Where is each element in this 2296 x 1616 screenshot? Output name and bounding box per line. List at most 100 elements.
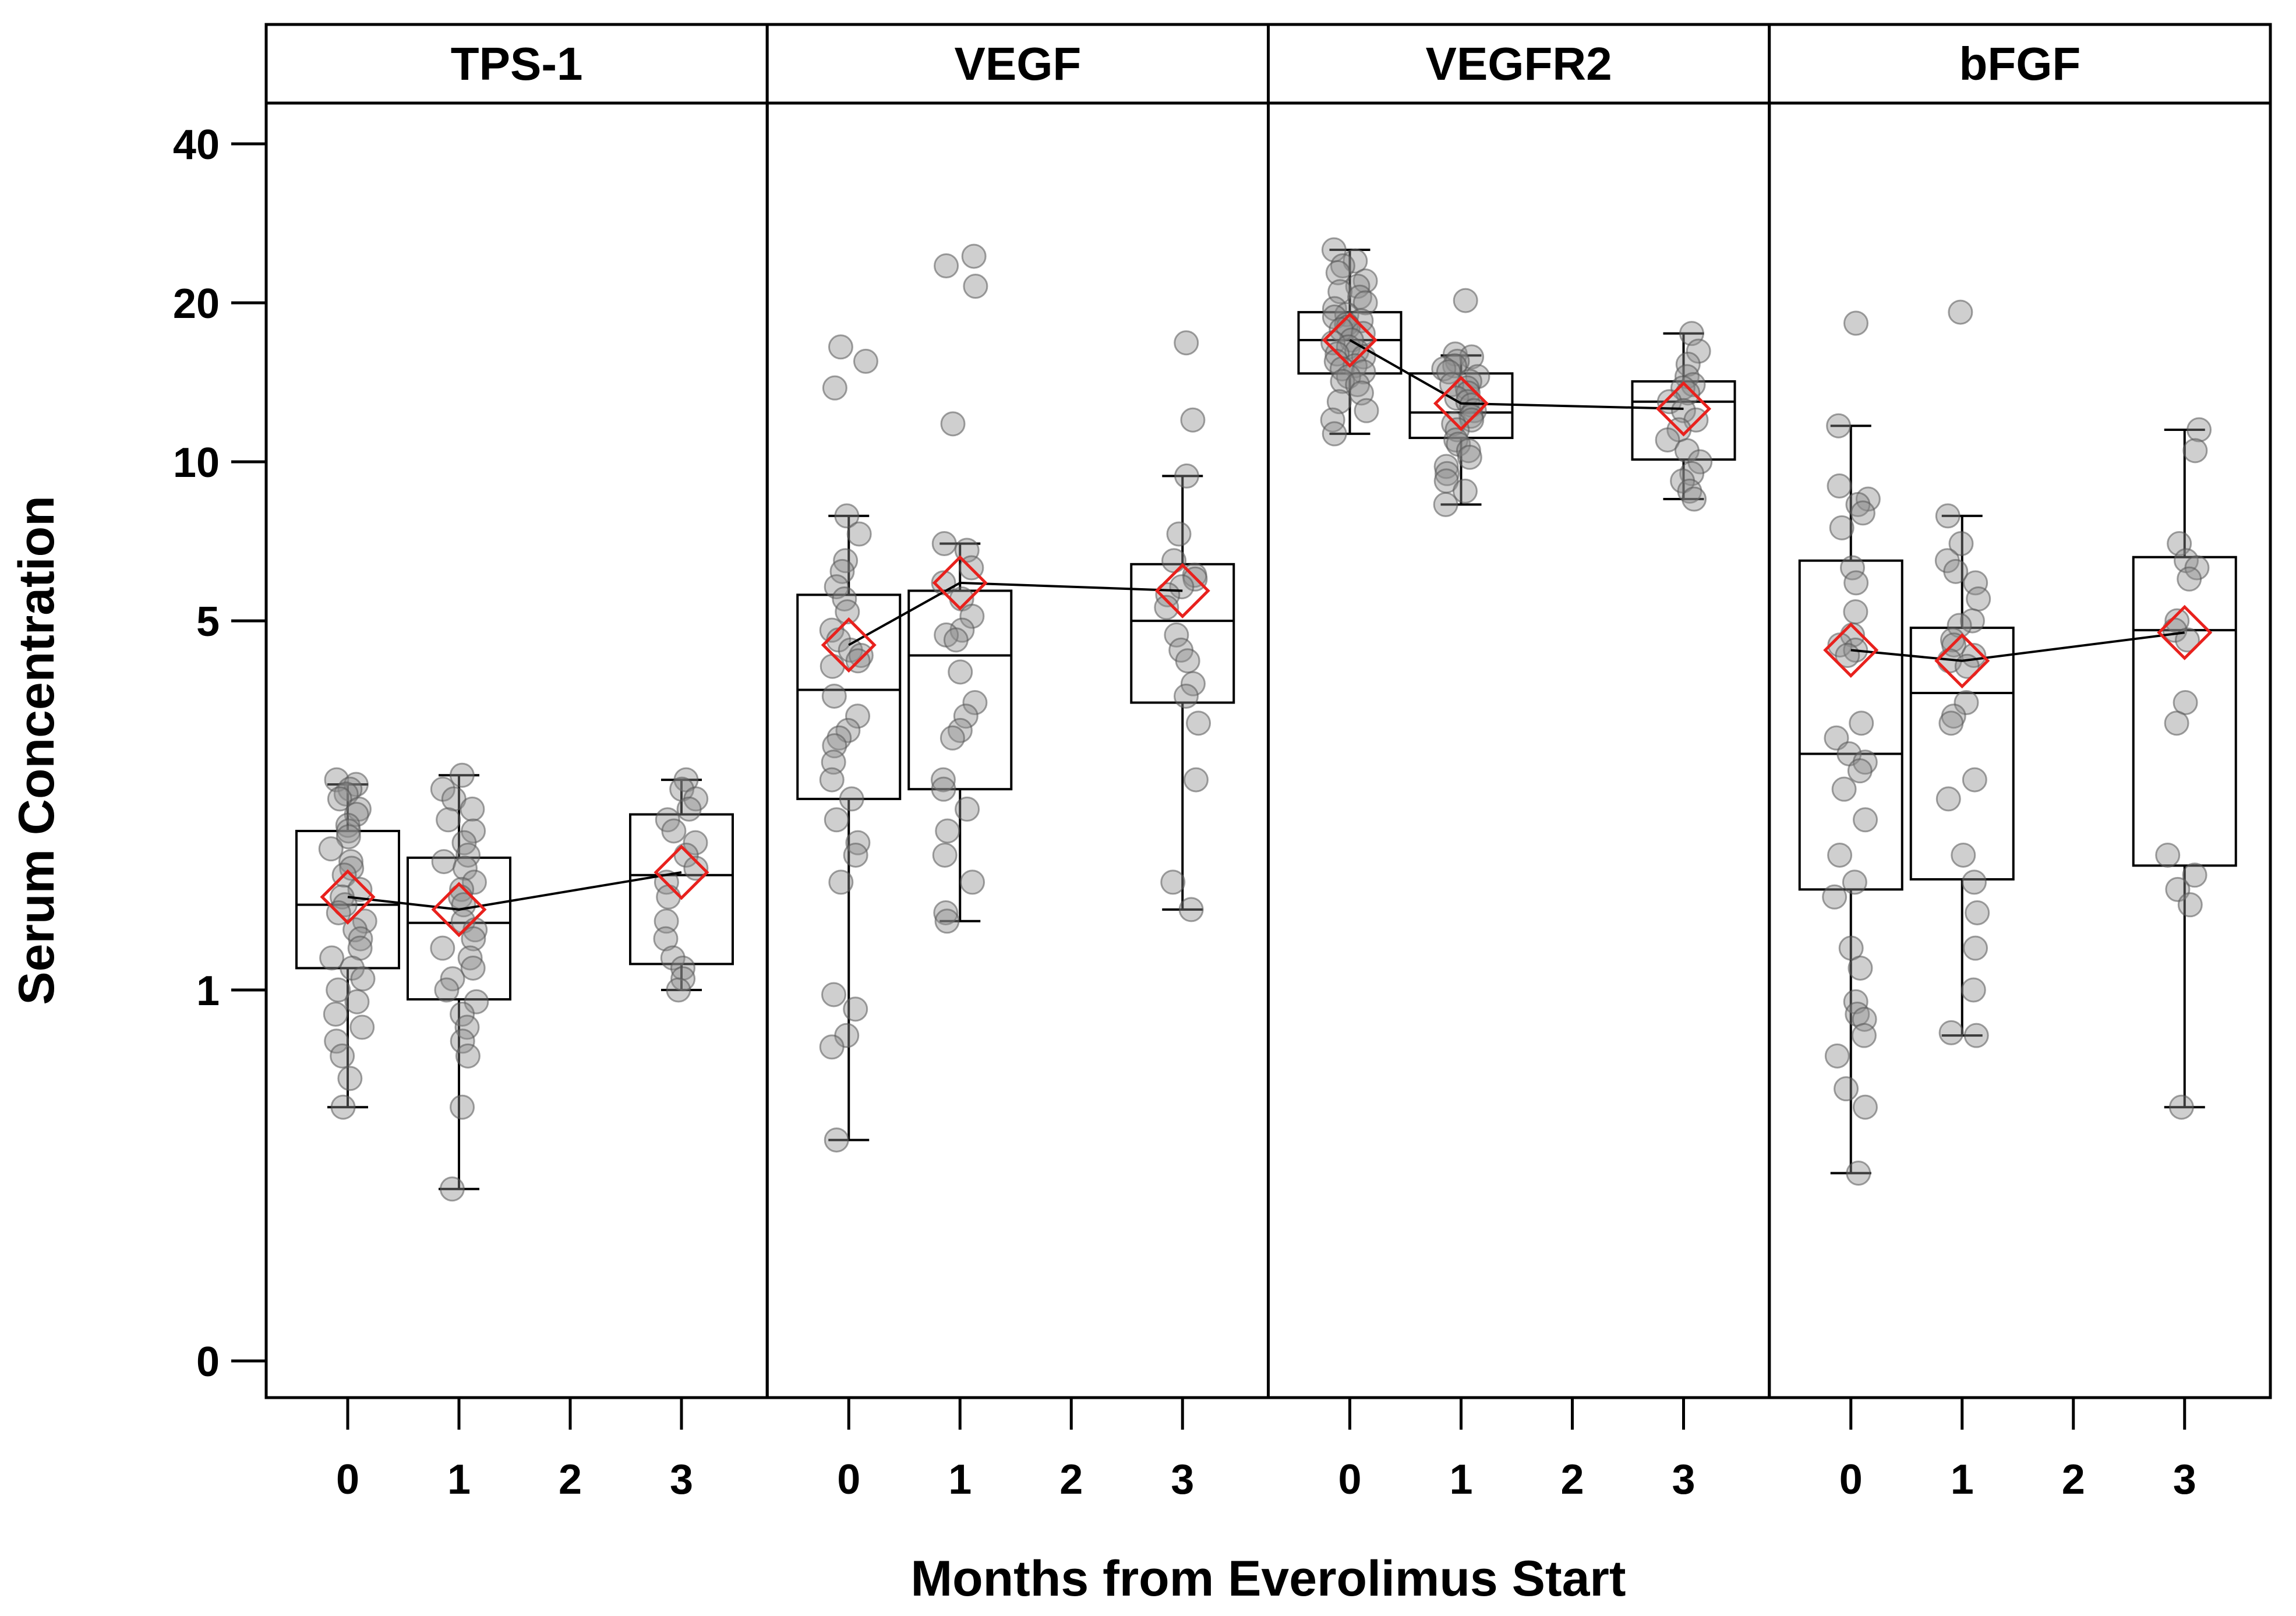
box-month-1 bbox=[1408, 288, 1514, 517]
box-month-3 bbox=[629, 767, 734, 1003]
data-point bbox=[820, 653, 845, 679]
data-point bbox=[963, 274, 988, 299]
data-point bbox=[1846, 1161, 1871, 1186]
mean-marker bbox=[1433, 376, 1489, 432]
data-point bbox=[1343, 248, 1368, 274]
x-tick-label: 0 bbox=[336, 1456, 359, 1503]
data-point bbox=[431, 849, 457, 875]
data-point bbox=[1174, 330, 1199, 356]
data-point bbox=[1354, 398, 1379, 423]
data-point bbox=[828, 334, 853, 360]
data-point bbox=[1433, 454, 1459, 479]
data-point bbox=[819, 767, 845, 793]
data-point bbox=[1853, 807, 1878, 833]
panel-frame bbox=[1768, 101, 2272, 1399]
x-tick-label: 1 bbox=[1449, 1456, 1472, 1503]
data-point bbox=[1842, 869, 1867, 895]
data-point bbox=[1330, 253, 1355, 278]
data-point bbox=[1965, 900, 1990, 925]
mean-marker bbox=[320, 869, 376, 925]
data-point bbox=[1322, 421, 1347, 447]
panel-title: bFGF bbox=[1959, 38, 2080, 90]
data-point bbox=[824, 1127, 849, 1153]
data-point bbox=[826, 725, 852, 751]
data-point bbox=[824, 574, 849, 600]
data-point bbox=[2177, 566, 2202, 592]
data-point bbox=[455, 1043, 481, 1069]
data-point bbox=[821, 749, 846, 775]
data-point bbox=[2168, 1094, 2194, 1120]
data-point bbox=[461, 926, 486, 952]
data-point bbox=[344, 989, 370, 1014]
box-month-0 bbox=[1798, 310, 1903, 1186]
data-point bbox=[1326, 389, 1352, 415]
data-point bbox=[821, 683, 847, 709]
data-point bbox=[962, 690, 988, 716]
data-point bbox=[1948, 531, 1974, 557]
data-point bbox=[1951, 842, 1976, 868]
data-point bbox=[1670, 398, 1696, 423]
data-point bbox=[1827, 842, 1853, 868]
data-point bbox=[1174, 463, 1199, 489]
data-point bbox=[1351, 359, 1376, 385]
x-tick-label: 2 bbox=[1059, 1456, 1083, 1503]
data-point bbox=[1966, 586, 1991, 612]
data-point bbox=[934, 253, 959, 278]
data-point bbox=[1434, 461, 1460, 486]
data-point bbox=[1325, 260, 1351, 285]
panel-header bbox=[1768, 23, 2272, 105]
data-point bbox=[337, 1066, 363, 1091]
data-point bbox=[676, 796, 702, 822]
panel-header bbox=[264, 23, 769, 105]
data-point bbox=[330, 1043, 355, 1069]
data-point bbox=[1180, 671, 1206, 696]
data-point bbox=[1824, 1043, 1850, 1069]
data-point bbox=[1452, 478, 1478, 504]
mean-marker bbox=[431, 882, 487, 938]
y-tick-label: 20 bbox=[173, 281, 220, 327]
iqr-box bbox=[2132, 556, 2237, 867]
data-point bbox=[1852, 1094, 1878, 1120]
data-point bbox=[933, 900, 959, 925]
data-point bbox=[934, 908, 960, 934]
data-point bbox=[828, 869, 854, 895]
data-point bbox=[1851, 1023, 1877, 1048]
data-point bbox=[822, 375, 847, 401]
data-point bbox=[930, 767, 956, 793]
mean-trend-line bbox=[347, 871, 682, 911]
data-point bbox=[1963, 935, 1988, 961]
box-month-0 bbox=[796, 334, 902, 1153]
data-point bbox=[2164, 710, 2189, 736]
panel-title: VEGFR2 bbox=[1426, 38, 1612, 90]
x-tick-label: 2 bbox=[1560, 1456, 1584, 1503]
mean-trend-line bbox=[848, 581, 1183, 646]
data-point bbox=[1175, 648, 1200, 674]
data-point bbox=[1160, 869, 1186, 895]
data-point bbox=[1180, 407, 1206, 433]
box-month-0 bbox=[1297, 237, 1403, 447]
data-point bbox=[449, 762, 475, 788]
data-point bbox=[824, 807, 849, 833]
data-point bbox=[330, 1094, 356, 1120]
data-point bbox=[1183, 767, 1209, 793]
data-point bbox=[1453, 288, 1478, 313]
panel-header bbox=[765, 23, 1270, 105]
data-point bbox=[1186, 710, 1211, 736]
data-point bbox=[464, 989, 489, 1014]
x-tick-label: 0 bbox=[1839, 1456, 1863, 1503]
data-point bbox=[1962, 767, 1987, 793]
y-tick-label: 10 bbox=[173, 440, 220, 486]
data-point bbox=[1677, 478, 1702, 504]
data-point bbox=[2177, 892, 2203, 918]
data-point bbox=[1178, 897, 1204, 922]
x-tick-label: 3 bbox=[1171, 1456, 1194, 1503]
data-point bbox=[1959, 608, 1985, 634]
data-point bbox=[1954, 690, 1979, 716]
mean-trend-line bbox=[1850, 631, 2185, 662]
mean-marker bbox=[2157, 604, 2213, 660]
data-point bbox=[943, 627, 969, 653]
data-point bbox=[340, 955, 365, 981]
data-point bbox=[1174, 683, 1199, 709]
data-point bbox=[1935, 503, 1961, 529]
data-point bbox=[452, 855, 478, 881]
